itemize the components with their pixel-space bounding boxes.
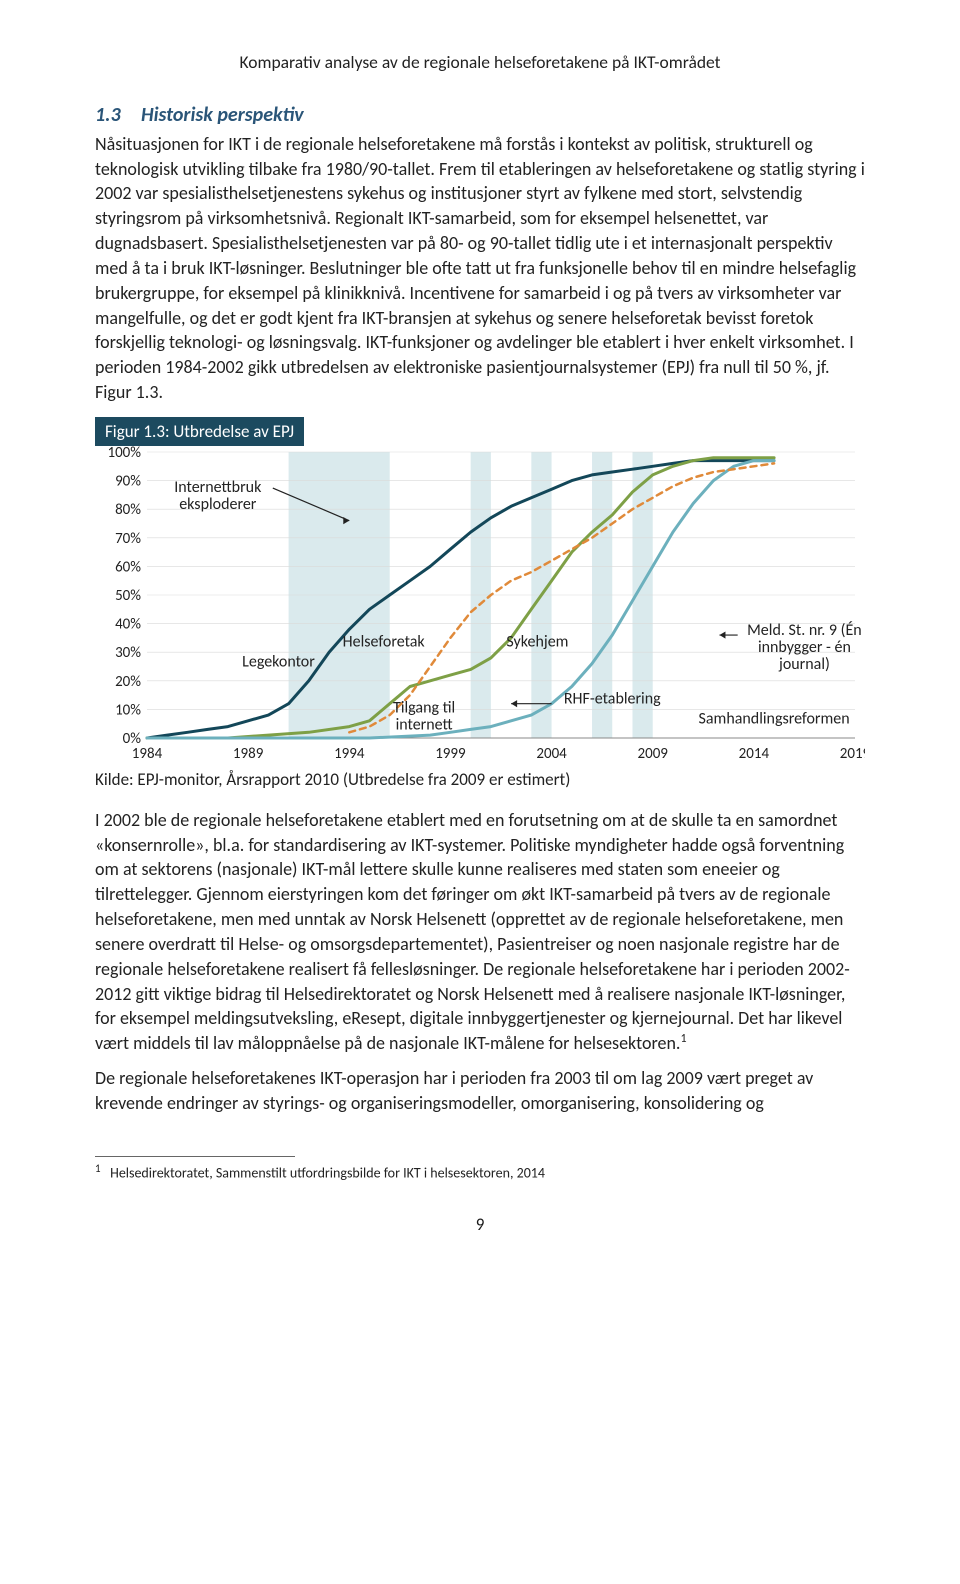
paragraph-1: Nåsituasjonen for IKT i de regionale hel… bbox=[95, 132, 865, 405]
footnote-1: 1 Helsedirektoratet, Sammenstilt utfordr… bbox=[95, 1161, 865, 1183]
running-header: Komparativ analyse av de regionale helse… bbox=[95, 50, 865, 74]
footnote-text: Helsedirektoratet, Sammenstilt utfordrin… bbox=[110, 1164, 545, 1181]
figure-title: Figur 1.3: Utbredelse av EPJ bbox=[95, 417, 304, 446]
svg-text:60%: 60% bbox=[115, 559, 141, 577]
footnote-marker: 1 bbox=[95, 1162, 101, 1175]
svg-text:1994: 1994 bbox=[334, 745, 365, 763]
svg-text:20%: 20% bbox=[115, 673, 141, 691]
svg-text:1999: 1999 bbox=[435, 745, 466, 763]
paragraph-3: De regionale helseforetakenes IKT-operas… bbox=[95, 1066, 865, 1116]
svg-text:Helseforetak: Helseforetak bbox=[343, 633, 426, 652]
svg-text:internett: internett bbox=[396, 716, 453, 735]
svg-text:10%: 10% bbox=[115, 702, 141, 720]
chart-svg: 0%10%20%30%40%50%60%70%80%90%100%1984198… bbox=[95, 446, 865, 766]
page-number: 9 bbox=[95, 1213, 865, 1236]
figure-source: Kilde: EPJ-monitor, Årsrapport 2010 (Utb… bbox=[95, 768, 865, 791]
svg-text:2009: 2009 bbox=[638, 745, 669, 763]
section-number: 1.3 bbox=[95, 103, 121, 127]
svg-text:Legekontor: Legekontor bbox=[242, 653, 315, 672]
document-page: Komparativ analyse av de regionale helse… bbox=[0, 0, 960, 1276]
svg-text:RHF-etablering: RHF-etablering bbox=[564, 690, 661, 709]
footnote-rule bbox=[95, 1156, 295, 1157]
svg-text:2019: 2019 bbox=[840, 745, 865, 763]
svg-text:70%: 70% bbox=[115, 530, 141, 548]
svg-text:eksploderer: eksploderer bbox=[179, 495, 257, 514]
svg-text:Samhandlingsreformen: Samhandlingsreformen bbox=[699, 710, 850, 729]
section-heading: 1.3 Historisk perspektiv bbox=[95, 102, 865, 130]
paragraph-2: I 2002 ble de regionale helseforetakene … bbox=[95, 808, 865, 1056]
svg-text:Sykehjem: Sykehjem bbox=[506, 633, 568, 652]
epj-chart: 0%10%20%30%40%50%60%70%80%90%100%1984198… bbox=[95, 446, 865, 766]
footnote-ref-1: 1 bbox=[680, 1032, 686, 1046]
svg-text:30%: 30% bbox=[115, 644, 141, 662]
svg-text:1989: 1989 bbox=[233, 745, 264, 763]
section-title: Historisk perspektiv bbox=[141, 103, 304, 127]
svg-text:40%: 40% bbox=[115, 616, 141, 634]
svg-text:1984: 1984 bbox=[132, 745, 163, 763]
svg-text:100%: 100% bbox=[107, 446, 141, 462]
svg-text:50%: 50% bbox=[115, 587, 141, 605]
svg-text:90%: 90% bbox=[115, 473, 141, 491]
figure-1-3: Figur 1.3: Utbredelse av EPJ 0%10%20%30%… bbox=[95, 417, 865, 792]
svg-text:journal): journal) bbox=[778, 655, 830, 674]
svg-text:2014: 2014 bbox=[739, 745, 770, 763]
svg-text:80%: 80% bbox=[115, 501, 141, 519]
svg-text:2004: 2004 bbox=[536, 745, 567, 763]
